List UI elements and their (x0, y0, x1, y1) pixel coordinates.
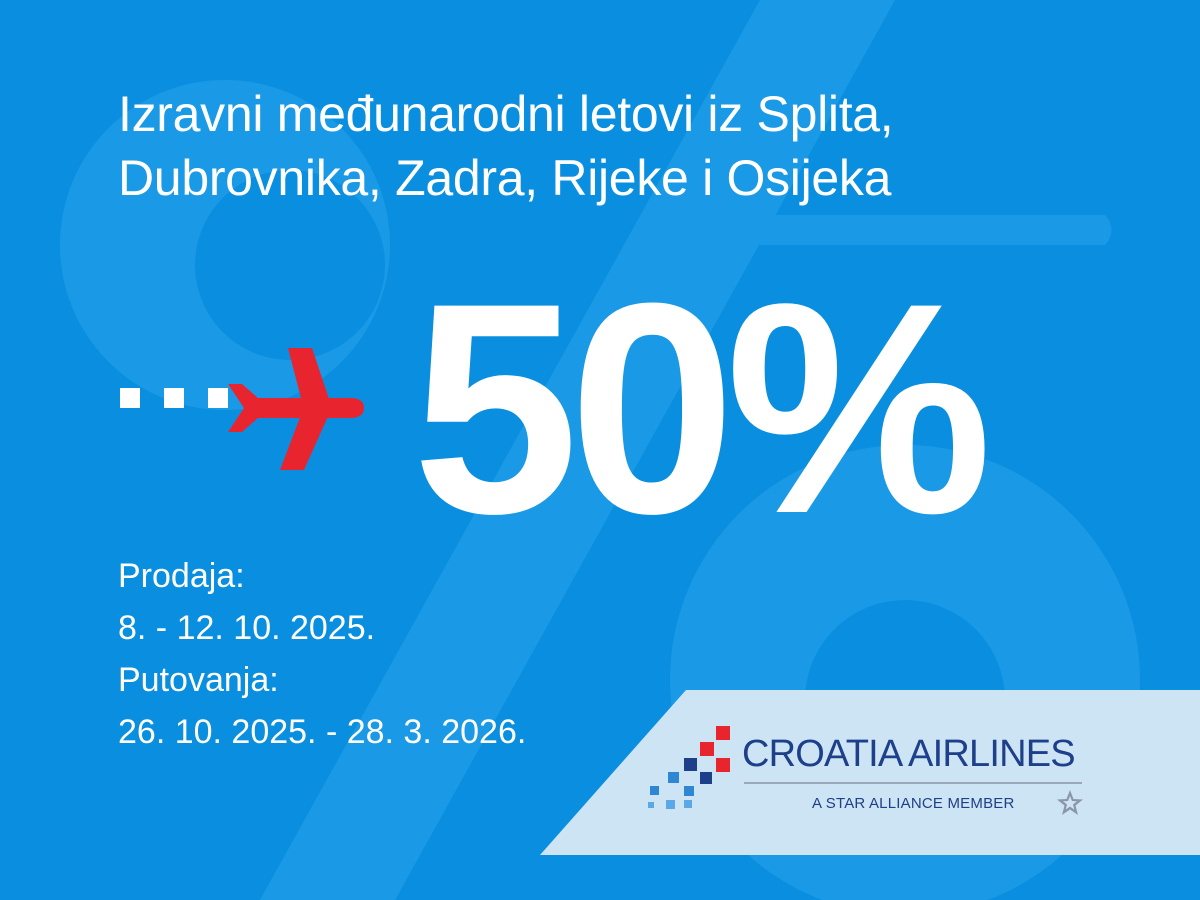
headline-line-1: Izravni međunarodni letovi iz Splita, (118, 86, 894, 142)
brand-name: CROATIA AIRLINES (742, 733, 1076, 775)
trail-dot (208, 388, 228, 408)
headline: Izravni međunarodni letovi iz Splita, Du… (118, 82, 894, 210)
brand-tagline: A STAR ALLIANCE MEMBER (812, 795, 1015, 812)
star-alliance-icon (1057, 790, 1083, 815)
headline-line-2: Dubrovnika, Zadra, Rijeke i Osijeka (118, 150, 892, 206)
plane-icon (228, 348, 364, 470)
sale-label: Prodaja: (118, 557, 245, 595)
discount-value: 50% (412, 240, 992, 576)
promo-dates: Prodaja: 8. - 12. 10. 2025. Putovanja: 2… (118, 550, 526, 758)
trail-dot (164, 388, 184, 408)
sale-dates: 8. - 12. 10. 2025. (118, 609, 376, 647)
travel-dates: 26. 10. 2025. - 28. 3. 2026. (118, 713, 527, 751)
brand-divider (744, 782, 1082, 784)
trail-dot (120, 388, 140, 408)
croatia-airlines-logo-icon (648, 726, 730, 809)
travel-label: Putovanja: (118, 661, 279, 699)
